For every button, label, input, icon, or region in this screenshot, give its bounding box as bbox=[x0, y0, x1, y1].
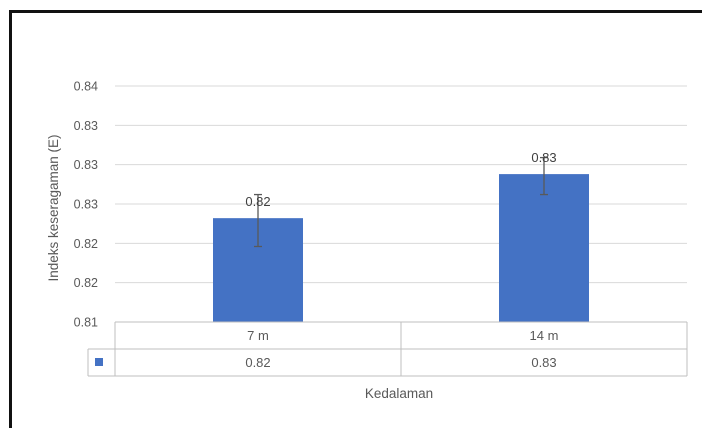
bar bbox=[499, 174, 589, 322]
y-tick-label: 0.83 bbox=[74, 158, 98, 172]
category-label: 7 m bbox=[247, 328, 269, 343]
y-tick-label: 0.83 bbox=[74, 198, 98, 212]
data-label: 0.82 bbox=[245, 194, 270, 209]
y-tick-label: 0.82 bbox=[74, 237, 98, 251]
error-bar bbox=[540, 156, 548, 196]
y-tick-label: 0.82 bbox=[74, 276, 98, 290]
data-labels: 0.82 0.83 bbox=[245, 150, 556, 209]
y-tick-label: 0.83 bbox=[74, 119, 98, 133]
y-tick-label: 0.81 bbox=[74, 316, 98, 330]
gridlines bbox=[115, 85, 687, 284]
bars bbox=[213, 174, 589, 322]
y-axis-title: Indeks keseragaman (E) bbox=[46, 134, 61, 281]
y-axis-ticks: 0.81 0.82 0.82 0.83 0.83 0.83 0.84 bbox=[74, 80, 98, 330]
y-tick-label: 0.84 bbox=[74, 80, 98, 94]
data-table: 7 m 14 m 0.82 0.83 bbox=[87, 321, 688, 377]
legend-key bbox=[95, 358, 103, 366]
error-bars bbox=[254, 156, 548, 248]
table-value: 0.82 bbox=[245, 355, 270, 370]
table-value: 0.83 bbox=[531, 355, 556, 370]
data-label: 0.83 bbox=[531, 150, 556, 165]
x-axis-title: Kedalaman bbox=[365, 386, 433, 401]
category-label: 14 m bbox=[530, 328, 559, 343]
error-bar bbox=[254, 193, 262, 248]
